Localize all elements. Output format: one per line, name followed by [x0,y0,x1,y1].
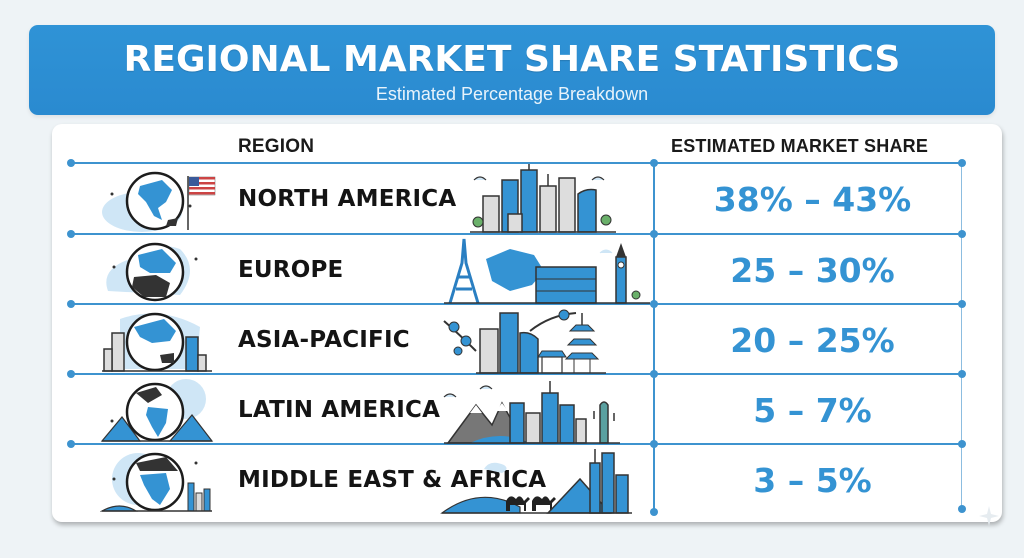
mountains-city-cactus-icon [443,381,620,444]
table-row: MIDDLE EAST & AFRICA 3 – 5% [70,445,965,515]
column-header-region: REGION [238,136,315,157]
grid-dot [650,508,658,516]
row-divider [70,373,965,375]
region-label: EUROPE [238,257,344,283]
desert-pyramid-camels-icon [440,449,632,514]
grid-dot [958,440,966,448]
row-divider [70,443,965,445]
title-banner: REGIONAL MARKET SHARE STATISTICS Estimat… [29,25,995,115]
globe-africa-icon [100,452,212,512]
grid-dot [650,230,658,238]
table-row: ASIA-PACIFIC 20 – 25% [70,305,965,375]
grid-dot [67,300,75,308]
share-value: 20 – 25% [730,321,895,360]
row-divider [70,162,965,164]
grid-dot [958,370,966,378]
globe-europe-icon [106,242,198,302]
camel-icon [506,496,556,511]
share-value: 38% – 43% [713,180,912,219]
grid-dot [67,159,75,167]
region-label: NORTH AMERICA [238,186,457,212]
grid-dot [650,159,658,167]
table-row: NORTH AMERICA 38% – 43% [70,164,965,234]
us-flag-icon [188,176,216,196]
table-row: LATIN AMERICA 5 – 7% [70,375,965,445]
grid-dot [958,159,966,167]
grid-dot [67,440,75,448]
asia-skyline-pagoda-icon [443,309,606,374]
grid-dot [958,300,966,308]
region-label: LATIN AMERICA [238,397,441,423]
globe-asia-icon [102,312,212,372]
share-value: 3 – 5% [753,461,872,500]
grid-dot [650,370,658,378]
sparkle-icon [979,506,999,526]
column-divider-right [961,165,962,510]
table-row: EUROPE 25 – 30% [70,235,965,305]
grid-dot [650,440,658,448]
share-value: 5 – 7% [753,391,872,430]
region-label: ASIA-PACIFIC [238,327,410,353]
grid-dot [67,370,75,378]
page-subtitle: Estimated Percentage Breakdown [375,84,649,104]
globe-americas-icon [102,171,216,232]
europe-landmarks-icon [444,238,650,304]
globe-south-america-icon [100,379,214,442]
page-title: REGIONAL MARKET SHARE STATISTICS [123,39,901,80]
city-skyline-icon [470,164,616,233]
grid-dot [958,505,966,513]
grid-dot [650,300,658,308]
grid-dot [67,230,75,238]
share-value: 25 – 30% [730,251,895,290]
grid-dot [958,230,966,238]
row-divider [70,233,965,235]
column-divider [653,160,655,513]
row-divider [70,303,965,305]
column-header-share: ESTIMATED MARKET SHARE [671,136,929,156]
